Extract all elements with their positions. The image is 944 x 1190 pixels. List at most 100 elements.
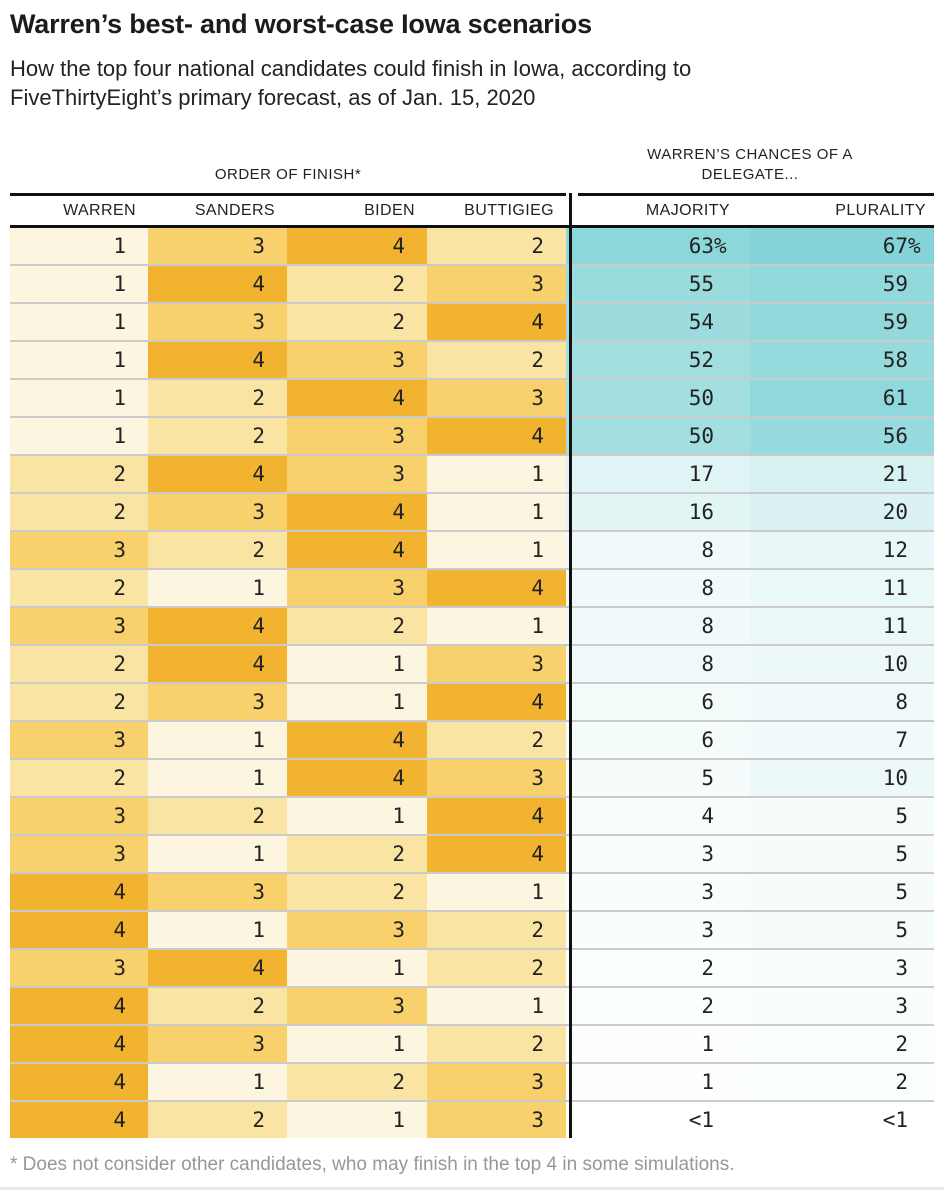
order-cell-sanders: 1 bbox=[148, 912, 287, 948]
majority-cell: 2 bbox=[566, 950, 750, 986]
order-cell-warren: 1 bbox=[10, 380, 148, 416]
order-cell-warren: 3 bbox=[10, 532, 148, 568]
majority-cell: 3 bbox=[566, 912, 750, 948]
order-cell-warren: 2 bbox=[10, 456, 148, 492]
caption-order-of-finish: ORDER OF FINISH* bbox=[214, 166, 362, 183]
majority-cell: 5 bbox=[566, 760, 750, 796]
scenario-table: WARREN SANDERS BIDEN BUTTIGIEG MAJORITY PLURA… bbox=[10, 193, 934, 1138]
majority-cell: 2 bbox=[566, 988, 750, 1024]
header-rule-bottom bbox=[10, 225, 934, 228]
table-row: 1 4 3 2 52 58 bbox=[10, 340, 934, 378]
majority-cell: 3 bbox=[566, 874, 750, 910]
table-row: 3 2 4 1 8 12 bbox=[10, 530, 934, 568]
order-cell-sanders: 4 bbox=[148, 646, 287, 682]
order-cell-warren: 3 bbox=[10, 608, 148, 644]
order-cell-biden: 1 bbox=[287, 646, 427, 682]
order-cell-buttigieg: 2 bbox=[427, 912, 566, 948]
plurality-cell: 11 bbox=[750, 570, 934, 606]
plurality-cell: 67% bbox=[750, 228, 934, 264]
order-cell-buttigieg: 1 bbox=[427, 494, 566, 530]
order-cell-buttigieg: 4 bbox=[427, 798, 566, 834]
column-header-warren: WARREN bbox=[63, 202, 136, 219]
order-cell-biden: 4 bbox=[287, 760, 427, 796]
table-row: 2 1 4 3 5 10 bbox=[10, 758, 934, 796]
plurality-cell: 5 bbox=[750, 798, 934, 834]
majority-cell: 52 bbox=[566, 342, 750, 378]
bottom-border bbox=[0, 1187, 944, 1190]
table-row: 1 2 4 3 50 61 bbox=[10, 378, 934, 416]
order-cell-warren: 2 bbox=[10, 646, 148, 682]
table-row: 2 4 1 3 8 10 bbox=[10, 644, 934, 682]
plurality-cell: 56 bbox=[750, 418, 934, 454]
order-cell-sanders: 4 bbox=[148, 342, 287, 378]
plurality-cell: 3 bbox=[750, 988, 934, 1024]
order-cell-biden: 1 bbox=[287, 1026, 427, 1062]
majority-cell: 16 bbox=[566, 494, 750, 530]
order-cell-sanders: 2 bbox=[148, 532, 287, 568]
column-group-captions: ORDER OF FINISH* WARREN’S CHANCES OF A D… bbox=[10, 145, 934, 185]
table-row: 4 2 1 3 <1 <1 bbox=[10, 1100, 934, 1138]
order-cell-sanders: 3 bbox=[148, 494, 287, 530]
order-cell-biden: 2 bbox=[287, 1064, 427, 1100]
plurality-cell: 58 bbox=[750, 342, 934, 378]
order-cell-sanders: 1 bbox=[148, 760, 287, 796]
order-cell-sanders: 3 bbox=[148, 684, 287, 720]
order-cell-sanders: 1 bbox=[148, 722, 287, 758]
order-cell-sanders: 4 bbox=[148, 456, 287, 492]
order-cell-biden: 3 bbox=[287, 988, 427, 1024]
table-row: 1 3 2 4 54 59 bbox=[10, 302, 934, 340]
order-cell-buttigieg: 2 bbox=[427, 950, 566, 986]
order-cell-warren: 4 bbox=[10, 1064, 148, 1100]
order-cell-buttigieg: 4 bbox=[427, 418, 566, 454]
table-row: 1 3 4 2 63% 67% bbox=[10, 228, 934, 264]
majority-cell: 3 bbox=[566, 836, 750, 872]
order-cell-biden: 1 bbox=[287, 798, 427, 834]
order-cell-buttigieg: 3 bbox=[427, 380, 566, 416]
order-cell-buttigieg: 3 bbox=[427, 1064, 566, 1100]
rule-gap bbox=[566, 193, 578, 196]
order-cell-sanders: 3 bbox=[148, 228, 287, 264]
order-cell-sanders: 2 bbox=[148, 418, 287, 454]
order-cell-warren: 1 bbox=[10, 266, 148, 302]
order-cell-biden: 1 bbox=[287, 1102, 427, 1138]
table-row: 2 4 3 1 17 21 bbox=[10, 454, 934, 492]
table-row: 2 1 3 4 8 11 bbox=[10, 568, 934, 606]
order-cell-sanders: 4 bbox=[148, 608, 287, 644]
order-cell-biden: 3 bbox=[287, 456, 427, 492]
order-cell-warren: 3 bbox=[10, 836, 148, 872]
plurality-cell: 2 bbox=[750, 1064, 934, 1100]
plurality-cell: 12 bbox=[750, 532, 934, 568]
plurality-cell: 5 bbox=[750, 874, 934, 910]
majority-cell: 1 bbox=[566, 1064, 750, 1100]
order-cell-biden: 3 bbox=[287, 570, 427, 606]
majority-cell: 55 bbox=[566, 266, 750, 302]
order-cell-sanders: 4 bbox=[148, 950, 287, 986]
order-cell-biden: 1 bbox=[287, 950, 427, 986]
order-cell-warren: 1 bbox=[10, 418, 148, 454]
order-cell-warren: 4 bbox=[10, 874, 148, 910]
majority-cell: 50 bbox=[566, 418, 750, 454]
majority-cell: 6 bbox=[566, 722, 750, 758]
order-cell-buttigieg: 4 bbox=[427, 684, 566, 720]
order-cell-warren: 1 bbox=[10, 228, 148, 264]
order-cell-buttigieg: 2 bbox=[427, 342, 566, 378]
order-cell-warren: 2 bbox=[10, 570, 148, 606]
majority-cell: 6 bbox=[566, 684, 750, 720]
rule-segment-left bbox=[10, 193, 566, 196]
column-headers: WARREN SANDERS BIDEN BUTTIGIEG MAJORITY PLURA… bbox=[10, 196, 934, 225]
order-cell-biden: 1 bbox=[287, 684, 427, 720]
order-cell-buttigieg: 1 bbox=[427, 608, 566, 644]
order-cell-buttigieg: 1 bbox=[427, 874, 566, 910]
rule-segment-right bbox=[578, 193, 934, 196]
majority-cell: 17 bbox=[566, 456, 750, 492]
plurality-cell: 10 bbox=[750, 760, 934, 796]
order-cell-warren: 4 bbox=[10, 912, 148, 948]
footnote: * Does not consider other candidates, wh… bbox=[10, 1154, 735, 1175]
